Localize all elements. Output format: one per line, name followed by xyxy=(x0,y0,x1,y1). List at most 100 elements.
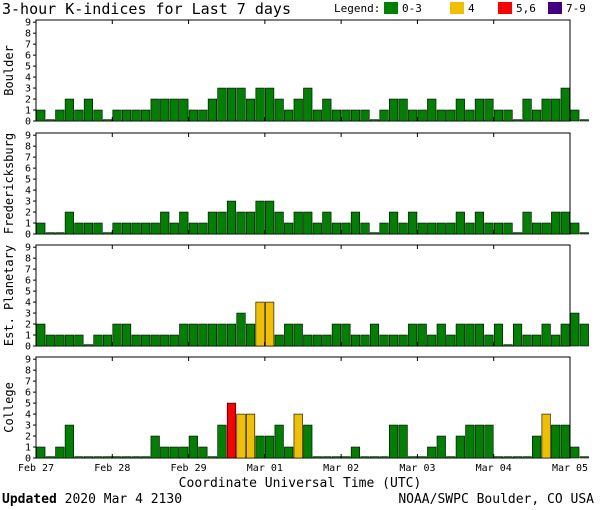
k-index-bar xyxy=(455,323,465,347)
k-index-bar xyxy=(284,222,294,235)
y-tick-label: 2 xyxy=(25,95,31,106)
k-index-bar xyxy=(465,323,475,347)
k-index-bar xyxy=(465,109,475,122)
k-index-bar xyxy=(245,323,256,347)
y-tick-label: 9 xyxy=(25,355,31,366)
y-tick-label: 0 xyxy=(25,454,31,465)
k-index-bar xyxy=(55,232,65,235)
k-index-bar xyxy=(36,109,46,122)
k-index-bar xyxy=(493,456,504,459)
k-index-bar xyxy=(455,211,465,235)
k-index-bar xyxy=(245,98,256,122)
k-index-bar xyxy=(207,323,217,347)
legend-swatch-red xyxy=(498,2,512,14)
y-tick-label: 5 xyxy=(25,287,31,298)
k-index-bar xyxy=(350,109,361,122)
k-index-bar xyxy=(322,211,332,235)
k-index-bar xyxy=(493,323,504,347)
k-index-bar xyxy=(141,222,151,235)
k-index-bar xyxy=(350,446,361,459)
legend-swatch-purple xyxy=(548,2,562,14)
k-index-bar xyxy=(93,222,103,235)
k-index-bar xyxy=(55,334,65,347)
k-index-bar xyxy=(274,334,284,347)
k-index-bar xyxy=(389,424,399,459)
k-index-bar xyxy=(455,435,465,459)
k-index-bar xyxy=(541,323,551,347)
k-index-bar xyxy=(226,323,237,347)
k-index-bar xyxy=(436,435,446,459)
k-index-bar xyxy=(408,323,418,347)
k-index-bar xyxy=(417,222,427,235)
k-index-bar xyxy=(141,334,151,347)
k-index-bar xyxy=(417,109,427,122)
k-index-bar xyxy=(369,323,380,347)
k-index-bar xyxy=(122,109,132,122)
k-index-bar xyxy=(83,222,94,235)
k-index-bar xyxy=(150,98,160,122)
k-index-bar xyxy=(379,222,389,235)
k-index-bar xyxy=(274,98,284,122)
k-index-bar xyxy=(427,334,437,347)
k-index-bar xyxy=(236,312,246,347)
k-index-bar xyxy=(198,323,208,347)
k-index-bar xyxy=(446,334,456,347)
legend-item-0-3: 0-3 xyxy=(384,2,422,15)
x-tick-label: Mar 02 xyxy=(323,463,359,474)
panel-label: College xyxy=(2,382,16,433)
k-index-bar xyxy=(169,98,179,122)
k-index-bar xyxy=(207,211,217,235)
legend: Legend: 0-3 4 5,6 7-9 xyxy=(334,2,600,18)
chart-title: 3-hour K-indices for Last 7 days xyxy=(2,0,291,18)
k-index-bar xyxy=(131,456,141,459)
y-tick-label: 8 xyxy=(25,142,31,153)
k-index-bar xyxy=(236,87,246,122)
k-index-bar xyxy=(322,334,332,347)
k-index-bar xyxy=(207,98,217,122)
k-index-bar xyxy=(74,109,84,122)
k-index-bar xyxy=(207,456,217,459)
k-index-bar xyxy=(255,200,265,235)
k-index-bar xyxy=(255,301,265,347)
k-index-bar xyxy=(188,323,198,347)
k-index-bar xyxy=(112,323,122,347)
k-index-bar xyxy=(341,222,351,235)
k-index-bar xyxy=(474,424,484,459)
k-index-bar xyxy=(465,222,475,235)
y-tick-label: 1 xyxy=(25,331,31,342)
y-tick-label: 5 xyxy=(25,62,31,73)
k-index-bar xyxy=(122,323,132,347)
k-index-bar xyxy=(341,109,351,122)
k-index-bar xyxy=(160,334,170,347)
k-index-bar xyxy=(379,109,389,122)
y-tick-label: 3 xyxy=(25,309,31,320)
k-index-bar xyxy=(503,222,513,235)
y-tick-label: 9 xyxy=(25,18,31,29)
k-index-bar xyxy=(379,456,389,459)
k-index-bar xyxy=(64,98,74,122)
k-index-bar xyxy=(102,119,113,122)
k-index-bar xyxy=(150,222,160,235)
x-tick-label: Feb 28 xyxy=(94,463,130,474)
panel-label: Est. Planetary xyxy=(2,245,16,346)
k-index-bar xyxy=(455,98,465,122)
k-index-bar xyxy=(245,211,256,235)
k-index-bar xyxy=(427,446,437,459)
k-index-bar xyxy=(417,323,427,347)
k-index-bar xyxy=(284,323,294,347)
k-index-bar xyxy=(255,435,265,459)
k-index-bar xyxy=(512,323,523,347)
k-index-bar xyxy=(274,424,284,459)
k-index-bar xyxy=(331,323,341,347)
k-index-bar xyxy=(36,446,46,459)
k-index-bar xyxy=(560,211,570,235)
y-tick-label: 8 xyxy=(25,254,31,265)
k-index-bar xyxy=(265,301,275,347)
legend-label: Legend: xyxy=(334,2,381,15)
k-index-bar xyxy=(160,98,170,122)
legend-item-label: 7-9 xyxy=(566,2,586,15)
y-tick-label: 5 xyxy=(25,399,31,410)
k-index-bar xyxy=(265,435,275,459)
y-tick-label: 6 xyxy=(25,164,31,175)
k-index-bar xyxy=(408,109,418,122)
